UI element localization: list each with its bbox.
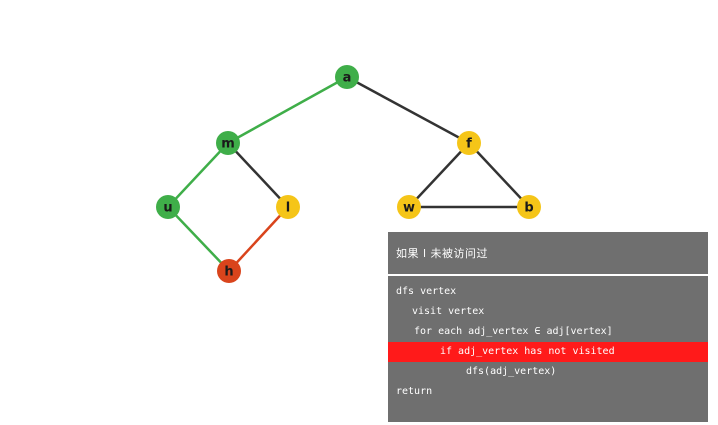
panel-divider	[388, 274, 708, 276]
code-line: visit vertex	[412, 306, 485, 317]
code-line: for each adj_vertex ∈ adj[vertex]	[414, 326, 613, 337]
node-l-label: l	[286, 201, 290, 216]
node-b-label: b	[524, 201, 533, 216]
node-h-label: h	[224, 265, 233, 280]
node-l: l	[276, 195, 300, 219]
node-h: h	[217, 259, 241, 283]
node-a: a	[335, 65, 359, 89]
code-line: dfs vertex	[396, 286, 457, 297]
edge-a-m	[227, 75, 348, 145]
code-line: dfs(adj_vertex)	[466, 366, 557, 377]
nodes-layer: a m f u l w b	[156, 65, 541, 283]
node-a-label: a	[343, 71, 352, 86]
node-u-circle	[156, 195, 180, 219]
panel-header: 如果 l 未被访问过	[388, 232, 708, 274]
node-w: w	[397, 195, 421, 219]
node-f-circle	[457, 131, 481, 155]
node-m-circle	[216, 131, 240, 155]
node-u: u	[156, 195, 180, 219]
node-b: b	[517, 195, 541, 219]
node-h-circle	[217, 259, 241, 283]
edge-a-f	[346, 75, 470, 145]
node-m-label: m	[221, 137, 235, 152]
node-f: f	[457, 131, 481, 155]
node-a-circle	[335, 65, 359, 89]
code-lines: dfs vertex visit vertex for each adj_ver…	[388, 276, 708, 402]
code-line: return	[396, 386, 433, 397]
edge-f-w	[408, 142, 470, 208]
node-l-circle	[276, 195, 300, 219]
node-w-circle	[397, 195, 421, 219]
node-b-circle	[517, 195, 541, 219]
pseudocode-panel: 如果 l 未被访问过 dfs vertex visit vertex for e…	[388, 232, 708, 422]
edge-f-b	[468, 142, 530, 208]
node-f-label: f	[466, 137, 472, 152]
panel-header-text: 如果 l 未被访问过	[396, 247, 489, 260]
edge-m-u	[167, 142, 229, 208]
edges-layer	[167, 75, 530, 272]
node-m: m	[216, 131, 240, 155]
edge-m-l	[227, 142, 289, 208]
node-w-label: w	[403, 201, 415, 216]
code-line-highlighted: if adj_vertex has not visited	[388, 342, 708, 362]
node-u-label: u	[163, 201, 172, 216]
edge-u-h	[167, 206, 230, 272]
edge-l-h	[228, 206, 289, 272]
